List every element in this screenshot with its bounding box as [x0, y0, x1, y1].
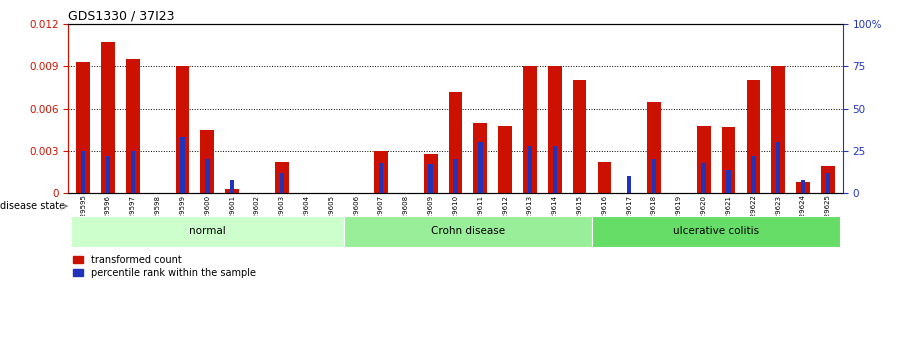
Text: GDS1330 / 37I23: GDS1330 / 37I23 — [68, 10, 175, 23]
Bar — [825, 173, 830, 193]
Bar — [647, 102, 660, 193]
Bar — [772, 66, 785, 193]
Bar — [598, 162, 611, 193]
Bar — [454, 159, 457, 193]
Bar — [77, 62, 90, 193]
Bar — [776, 142, 781, 193]
Bar — [428, 165, 433, 193]
Text: normal: normal — [189, 226, 226, 236]
Bar — [374, 151, 388, 193]
Text: ulcerative colitis: ulcerative colitis — [673, 226, 759, 236]
Bar — [746, 80, 760, 193]
Bar — [548, 66, 561, 193]
Bar — [527, 146, 532, 193]
Bar — [592, 216, 840, 247]
Bar — [701, 163, 706, 193]
Bar — [200, 130, 214, 193]
Bar — [796, 182, 810, 193]
Bar — [474, 123, 487, 193]
Bar — [424, 154, 437, 193]
Bar — [101, 42, 115, 193]
Bar — [379, 163, 384, 193]
Bar — [176, 66, 189, 193]
Bar — [523, 66, 537, 193]
Bar — [130, 151, 135, 193]
Bar — [205, 159, 210, 193]
Bar — [726, 169, 731, 193]
Bar — [449, 92, 462, 193]
Bar — [180, 137, 185, 193]
Bar — [697, 126, 711, 193]
Bar — [722, 127, 735, 193]
Bar — [81, 151, 86, 193]
Bar — [280, 173, 284, 193]
Bar — [553, 146, 557, 193]
Bar — [573, 80, 587, 193]
Bar — [275, 162, 289, 193]
Text: disease state: disease state — [0, 201, 65, 211]
Text: Crohn disease: Crohn disease — [431, 226, 505, 236]
Bar — [751, 156, 755, 193]
Bar — [498, 126, 512, 193]
Bar — [126, 59, 139, 193]
Bar — [651, 159, 656, 193]
Legend: transformed count, percentile rank within the sample: transformed count, percentile rank withi… — [73, 255, 256, 278]
Bar — [225, 189, 239, 193]
Bar — [343, 216, 592, 247]
Bar — [478, 142, 483, 193]
Bar — [801, 180, 805, 193]
Bar — [230, 180, 234, 193]
Bar — [71, 216, 343, 247]
Bar — [821, 166, 834, 193]
Bar — [627, 176, 631, 193]
Bar — [106, 156, 110, 193]
